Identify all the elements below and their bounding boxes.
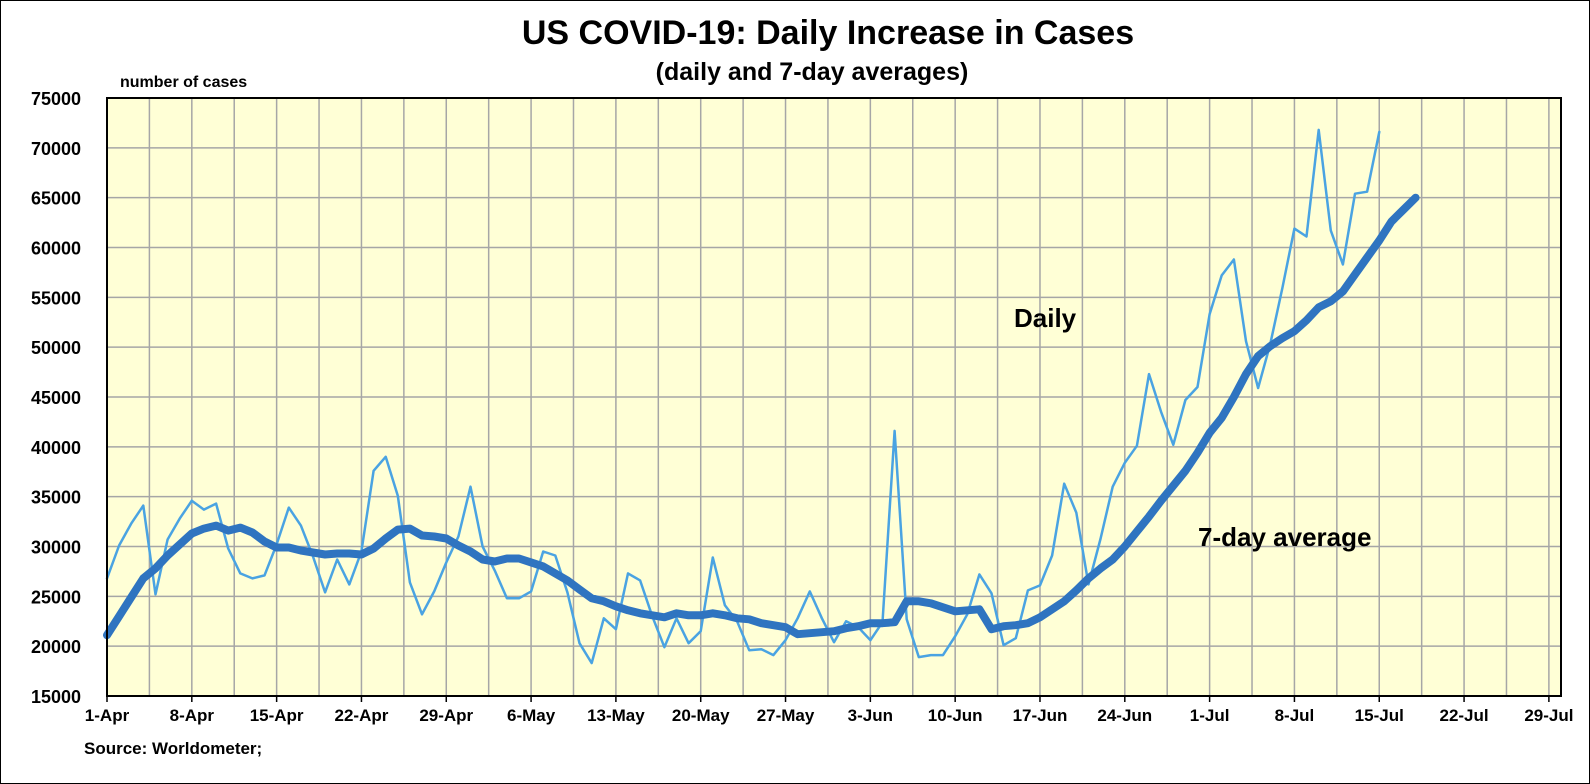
plot-border (106, 97, 1562, 697)
x-tick-label: 1-Apr (85, 706, 130, 725)
y-tick-label: 75000 (31, 89, 81, 109)
y-axis-label: number of cases (120, 74, 247, 91)
y-tick-label: 55000 (31, 288, 81, 308)
x-tick-label: 15-Apr (250, 706, 304, 725)
chart-title: US COVID-19: Daily Increase in Cases (522, 14, 1134, 52)
x-tick-label: 24-Jun (1097, 706, 1152, 725)
y-axis-ticks: 15000 20000 25000 30000 35000 40000 45000 50000… (31, 89, 81, 707)
y-tick-label: 20000 (31, 637, 81, 657)
x-tick-label: 17-Jun (1013, 706, 1068, 725)
x-tick-label: 20-May (672, 706, 730, 725)
y-tick-label: 15000 (31, 687, 81, 707)
y-tick-label: 40000 (31, 438, 81, 458)
gridlines (107, 98, 1561, 696)
x-tick-label: 8-Jul (1275, 706, 1315, 725)
y-tick-label: 30000 (31, 538, 81, 558)
y-tick-label: 60000 (31, 239, 81, 259)
daily-series-label: Daily (1014, 303, 1077, 333)
x-tick-label: 29-Jul (1524, 706, 1573, 725)
y-tick-label: 35000 (31, 488, 81, 508)
x-tick-label: 22-Jul (1439, 706, 1488, 725)
y-tick-label: 25000 (31, 587, 81, 607)
x-tick-label: 15-Jul (1355, 706, 1404, 725)
average-series-line (103, 193, 1420, 640)
x-tick-label: 3-Jun (848, 706, 893, 725)
chart-subtitle: (daily and 7-day averages) (656, 58, 969, 86)
x-tick-label: 22-Apr (335, 706, 389, 725)
x-tick-label: 10-Jun (928, 706, 983, 725)
y-tick-label: 65000 (31, 189, 81, 209)
x-tick-label: 8-Apr (170, 706, 215, 725)
x-tick-label: 6-May (507, 706, 556, 725)
daily-series-line (105, 128, 1381, 665)
source-note: Source: Worldometer; (84, 739, 262, 758)
x-tick-label: 1-Jul (1190, 706, 1230, 725)
y-tick-label: 50000 (31, 338, 81, 358)
series-lines (103, 128, 1420, 665)
x-axis-ticks: 1-Apr 8-Apr 15-Apr 22-Apr 29-Apr 6-May 13-May 2… (85, 696, 1573, 725)
y-tick-label: 70000 (31, 139, 81, 159)
y-tick-label: 45000 (31, 388, 81, 408)
x-tick-label: 27-May (757, 706, 815, 725)
x-tick-label: 13-May (587, 706, 645, 725)
average-series-label: 7-day average (1198, 522, 1371, 552)
x-tick-label: 29-Apr (419, 706, 473, 725)
